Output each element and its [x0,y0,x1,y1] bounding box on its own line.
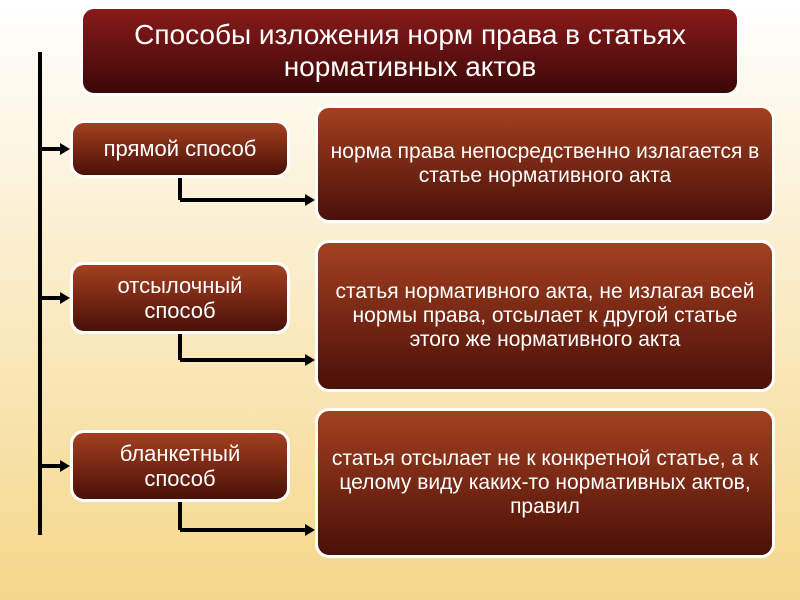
title-text: Способы изложения норм права в статьях н… [93,19,727,83]
description-text: статья отсылает не к конкретной статье, … [328,447,762,519]
diagram-canvas: Способы изложения норм права в статьях н… [0,0,800,600]
description-box-2: статья отсылает не к конкретной статье, … [315,408,775,558]
description-box-1: статья нормативного акта, не излагая все… [315,240,775,392]
method-label: бланкетный способ [83,441,277,492]
description-text: норма права непосредственно излагается в… [328,140,762,188]
title-box: Способы изложения норм права в статьях н… [80,6,740,96]
method-label: отсылочный способ [83,273,277,324]
method-box-2: бланкетный способ [70,430,290,502]
method-label: прямой способ [104,136,257,161]
method-box-1: отсылочный способ [70,262,290,334]
method-box-0: прямой способ [70,120,290,178]
description-text: статья нормативного акта, не излагая все… [328,280,762,352]
description-box-0: норма права непосредственно излагается в… [315,105,775,223]
